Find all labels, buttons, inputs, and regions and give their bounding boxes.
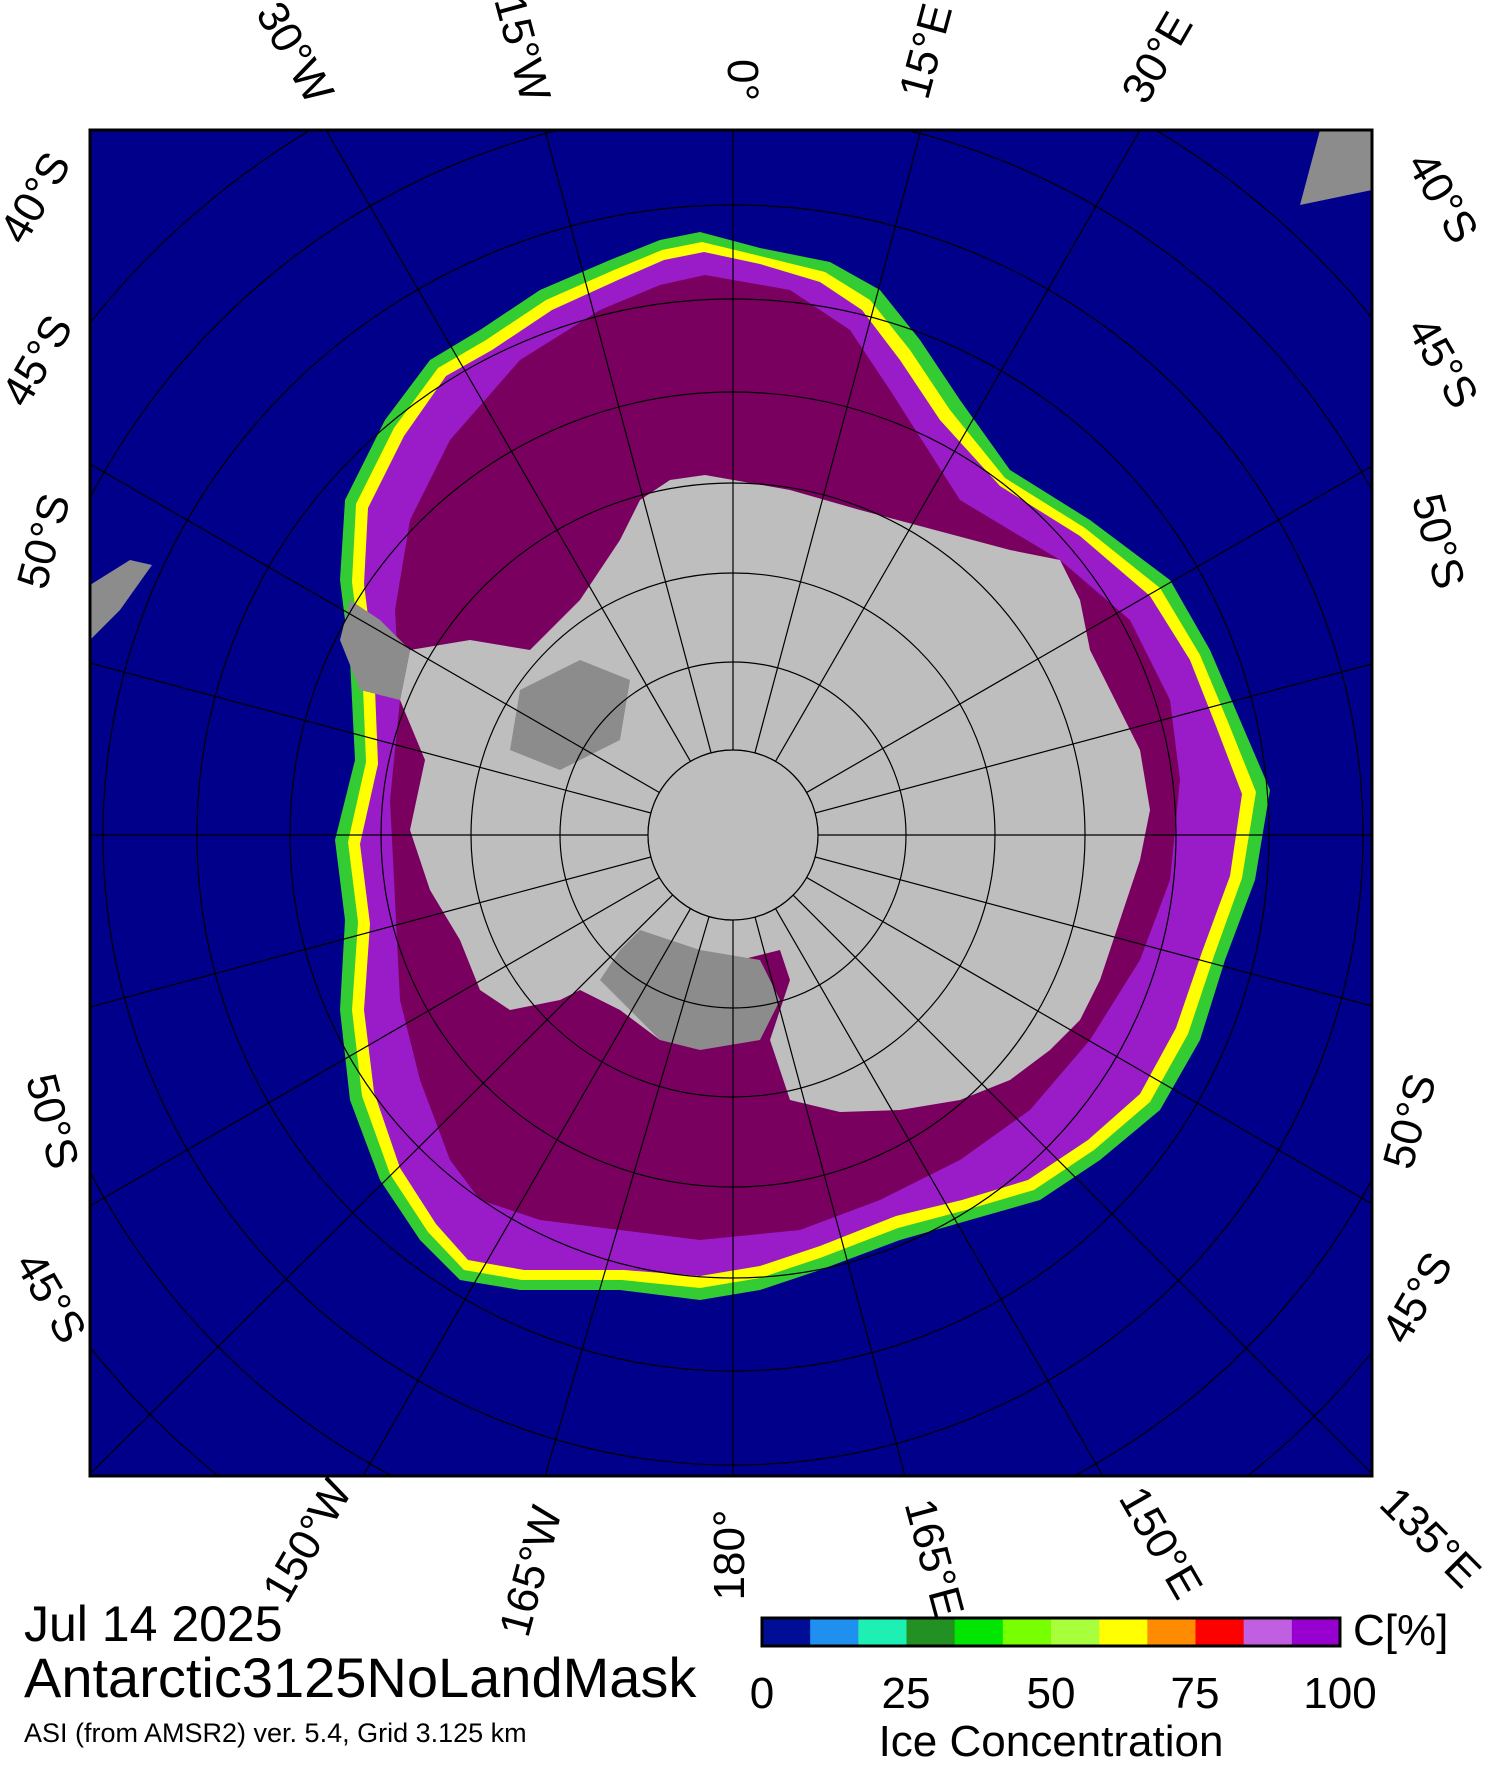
meridian-label: 30°W — [246, 0, 343, 112]
meridian-labels-bottom: 150°W 165°W 180° 165°E 150°E 135°E — [253, 1471, 1488, 1642]
concentration-legend: C[%] 0 25 50 75 100 Ice Concentration — [750, 1606, 1449, 1766]
legend-frame — [760, 1616, 1342, 1648]
meridian-label: 150°E — [1109, 1478, 1212, 1607]
meridian-labels-top: 30°W 15°W 0° 15°E 30°E — [246, 0, 1202, 112]
peninsula — [340, 600, 410, 700]
meridian-label: 135°E — [1370, 1478, 1488, 1598]
latitude-labels-right: 40°S 45°S 50°S 50°S 45°S — [1372, 144, 1487, 1352]
meridian-label: 165°E — [895, 1494, 973, 1623]
legend-tick-label: 75 — [1171, 1669, 1220, 1718]
graticule — [90, 130, 1372, 1476]
legend-tick-label: 50 — [1027, 1669, 1076, 1718]
latitude-labels-left: 40°S 45°S 50°S 50°S 45°S — [0, 144, 96, 1352]
latitude-label: 45°S — [1397, 309, 1487, 417]
legend-bin — [1002, 1618, 1052, 1646]
meridian-label: 15°W — [484, 0, 559, 107]
legend-bin — [810, 1618, 859, 1646]
legend-unit: C[%] — [1353, 1606, 1448, 1655]
latitude-label: 45°S — [1372, 1244, 1462, 1352]
legend-tick-label: 25 — [882, 1669, 931, 1718]
latitude-label: 40°S — [1397, 144, 1487, 252]
meridian-label: 165°W — [490, 1500, 572, 1641]
meridian-label: 150°W — [253, 1471, 362, 1611]
latitude-label: 40°S — [0, 144, 81, 252]
legend-bin — [858, 1618, 907, 1646]
latitude-label: 45°S — [0, 307, 83, 415]
legend-bins — [762, 1618, 1341, 1646]
legend-bin — [954, 1618, 1004, 1646]
latitude-label: 50°S — [1374, 1069, 1446, 1174]
legend-bin — [1147, 1618, 1196, 1646]
legend-bin — [762, 1618, 811, 1646]
latitude-label: 45°S — [5, 1244, 95, 1352]
pole-hole — [647, 749, 819, 921]
legend-bin — [1243, 1618, 1293, 1646]
latitude-label: 50°S — [1402, 489, 1474, 594]
meridian-label: 0° — [718, 59, 767, 101]
legend-bin — [1099, 1618, 1148, 1646]
legend-title: Ice Concentration — [879, 1717, 1224, 1766]
meridian-label: 180° — [705, 1509, 754, 1600]
date-label: Jul 14 2025 — [24, 1596, 283, 1652]
meridian-label: 15°E — [890, 0, 962, 104]
legend-tick-label: 100 — [1303, 1669, 1376, 1718]
map-frame — [88, 128, 1374, 1478]
south-america-tip — [90, 560, 152, 640]
legend-tick-label: 0 — [750, 1669, 774, 1718]
weddell-ice-shelf — [510, 660, 630, 770]
info-label: ASI (from AMSR2) ver. 5.4, Grid 3.125 km — [24, 1718, 527, 1748]
legend-bin — [1195, 1618, 1245, 1646]
legend-bin — [1051, 1618, 1100, 1646]
legend-bin — [1291, 1618, 1341, 1646]
ross-ice-shelf — [600, 930, 780, 1050]
legend-bin — [906, 1618, 956, 1646]
meridian-label: 30°E — [1112, 4, 1202, 112]
product-label: Antarctic3125NoLandMask — [24, 1646, 697, 1709]
africa-tip — [1300, 130, 1372, 205]
latitude-label: 50°S — [8, 489, 80, 594]
latitude-label: 50°S — [16, 1069, 88, 1174]
